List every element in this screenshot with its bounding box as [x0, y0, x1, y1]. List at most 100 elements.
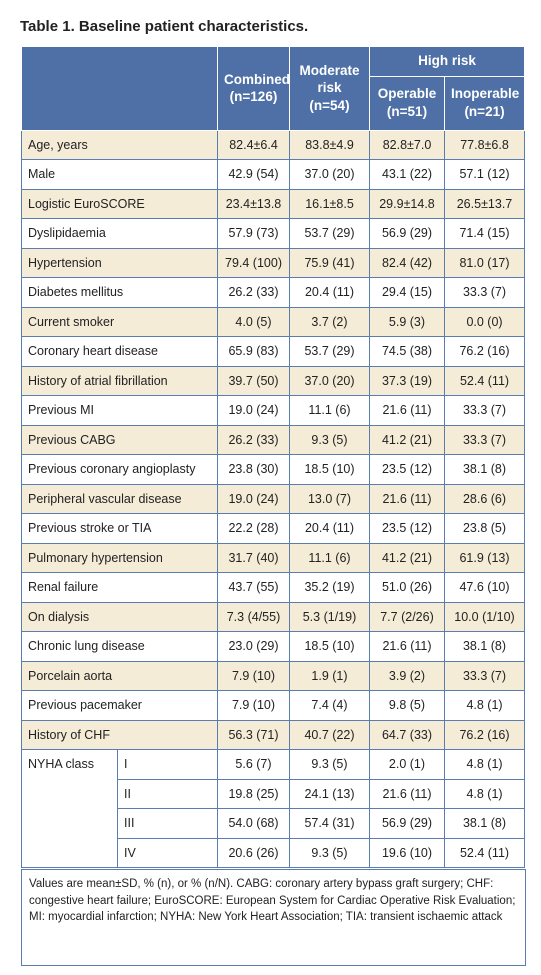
row-label: Dyslipidaemia — [21, 218, 218, 249]
cell: 53.7 (29) — [289, 218, 370, 249]
table-title: Table 1. Baseline patient characteristic… — [20, 18, 309, 35]
cell: 10.0 (1/10) — [443, 601, 526, 632]
table-row: Current smoker 4.0 (5) 3.7 (2) 5.9 (3) 0.0 (… — [21, 306, 526, 337]
cell: 41.2 (21) — [369, 424, 445, 455]
cell: 7.9 (10) — [217, 660, 290, 691]
cell: 22.2 (28) — [217, 513, 290, 544]
table-row: Chronic lung disease 23.0 (29) 18.5 (10) 21… — [21, 631, 526, 662]
table-row: Previous MI 19.0 (24) 11.1 (6) 21.6 (11) 33.… — [21, 395, 526, 426]
row-label: Logistic EuroSCORE — [21, 188, 218, 219]
cell: 33.3 (7) — [443, 424, 526, 455]
footnote: Values are mean±SD, % (n), or % (n/N). C… — [21, 869, 526, 966]
table-row: Dyslipidaemia 57.9 (73) 53.7 (29) 56.9 (29)… — [21, 218, 526, 249]
cell: 18.5 (10) — [289, 454, 370, 485]
table-row: Previous coronary angioplasty 23.8 (30) 18… — [21, 454, 526, 485]
cell: 16.1±8.5 — [289, 188, 370, 219]
table: Combined (n=126) Moderate risk (n=54) Hi… — [21, 46, 526, 868]
cell: 2.0 (1) — [369, 749, 445, 780]
cell: 26.2 (33) — [217, 424, 290, 455]
row-label: Male — [21, 159, 218, 190]
cell: 23.0 (29) — [217, 631, 290, 662]
header-cell: Operable (n=51) — [369, 75, 445, 131]
row-label: Porcelain aorta — [21, 660, 218, 691]
table-header: Combined (n=126) Moderate risk (n=54) Hi… — [21, 46, 526, 131]
cell: 29.4 (15) — [369, 277, 445, 308]
cell: 5.3 (1/19) — [289, 601, 370, 632]
cell: 23.5 (12) — [369, 513, 445, 544]
cell: 9.3 (5) — [289, 749, 370, 780]
cell: 20.6 (26) — [217, 837, 290, 868]
cell: 56.9 (29) — [369, 218, 445, 249]
cell: 57.1 (12) — [443, 159, 526, 190]
header-cell: Inoperable (n=21) — [443, 75, 526, 131]
table-body: Age, years 82.4±6.4 83.8±4.9 82.8±7.0 77.8±6… — [21, 129, 526, 868]
sub-label: I — [117, 749, 218, 780]
cell: 52.4 (11) — [443, 837, 526, 868]
table-row: Previous pacemaker 7.9 (10) 7.4 (4) 9.8 (5)… — [21, 690, 526, 721]
cell: 21.6 (11) — [369, 483, 445, 514]
row-label: Peripheral vascular disease — [21, 483, 218, 514]
cell: 19.0 (24) — [217, 483, 290, 514]
cell: 38.1 (8) — [443, 808, 526, 839]
cell: 19.8 (25) — [217, 778, 290, 809]
header-cell: Combined (n=126) — [217, 46, 290, 131]
cell: 23.5 (12) — [369, 454, 445, 485]
cell: 3.9 (2) — [369, 660, 445, 691]
cell: 76.2 (16) — [443, 336, 526, 367]
cell: 4.8 (1) — [443, 778, 526, 809]
cell: 53.7 (29) — [289, 336, 370, 367]
cell: 13.0 (7) — [289, 483, 370, 514]
cell: 79.4 (100) — [217, 247, 290, 278]
cell: 33.3 (7) — [443, 395, 526, 426]
cell: 9.8 (5) — [369, 690, 445, 721]
table-row: II 19.8 (25) 24.1 (13) 21.6 (11) 4.8 (1) — [22, 778, 526, 809]
sub-label: IV — [117, 837, 218, 868]
table-row: Previous stroke or TIA 22.2 (28) 20.4 (11)… — [21, 513, 526, 544]
cell: 83.8±4.9 — [289, 129, 370, 160]
cell: 26.5±13.7 — [443, 188, 526, 219]
cell: 4.8 (1) — [443, 690, 526, 721]
cell: 20.4 (11) — [289, 513, 370, 544]
cell: 82.8±7.0 — [369, 129, 445, 160]
table-row: III 54.0 (68) 57.4 (31) 56.9 (29) 38.1 (8) — [22, 808, 526, 839]
cell: 5.9 (3) — [369, 306, 445, 337]
cell: 82.4±6.4 — [217, 129, 290, 160]
header-cell: Moderate risk (n=54) — [289, 46, 370, 131]
cell: 9.3 (5) — [289, 424, 370, 455]
cell: 43.1 (22) — [369, 159, 445, 190]
cell: 26.2 (33) — [217, 277, 290, 308]
cell: 18.5 (10) — [289, 631, 370, 662]
cell: 43.7 (55) — [217, 572, 290, 603]
cell: 5.6 (7) — [217, 749, 290, 780]
table-row: NYHA class I 5.6 (7) 9.3 (5) 2.0 (1) 4.8 (1) — [21, 749, 526, 868]
cell: 61.9 (13) — [443, 542, 526, 573]
table-row: History of atrial fibrillation 39.7 (50) 3… — [21, 365, 526, 396]
row-label: Hypertension — [21, 247, 218, 278]
cell: 28.6 (6) — [443, 483, 526, 514]
cell: 64.7 (33) — [369, 719, 445, 750]
cell: 7.9 (10) — [217, 690, 290, 721]
row-label: Current smoker — [21, 306, 218, 337]
cell: 56.3 (71) — [217, 719, 290, 750]
cell: 74.5 (38) — [369, 336, 445, 367]
table-row: Coronary heart disease 65.9 (83) 53.7 (29)… — [21, 336, 526, 367]
cell: 11.1 (6) — [289, 395, 370, 426]
table-row: Age, years 82.4±6.4 83.8±4.9 82.8±7.0 77.8±6… — [21, 129, 526, 160]
cell: 23.8 (5) — [443, 513, 526, 544]
cell: 47.6 (10) — [443, 572, 526, 603]
table-row: Male 42.9 (54) 37.0 (20) 43.1 (22) 57.1 (12) — [21, 159, 526, 190]
cell: 4.8 (1) — [443, 749, 526, 780]
cell: 39.7 (50) — [217, 365, 290, 396]
cell: 33.3 (7) — [443, 277, 526, 308]
cell: 9.3 (5) — [289, 837, 370, 868]
row-label: Previous pacemaker — [21, 690, 218, 721]
cell: 7.3 (4/55) — [217, 601, 290, 632]
table-row: IV 20.6 (26) 9.3 (5) 19.6 (10) 52.4 (11) — [22, 837, 526, 868]
cell: 31.7 (40) — [217, 542, 290, 573]
cell: 65.9 (83) — [217, 336, 290, 367]
cell: 54.0 (68) — [217, 808, 290, 839]
table-row: Pulmonary hypertension 31.7 (40) 11.1 (6) 4… — [21, 542, 526, 573]
cell: 23.8 (30) — [217, 454, 290, 485]
cell: 11.1 (6) — [289, 542, 370, 573]
cell: 81.0 (17) — [443, 247, 526, 278]
